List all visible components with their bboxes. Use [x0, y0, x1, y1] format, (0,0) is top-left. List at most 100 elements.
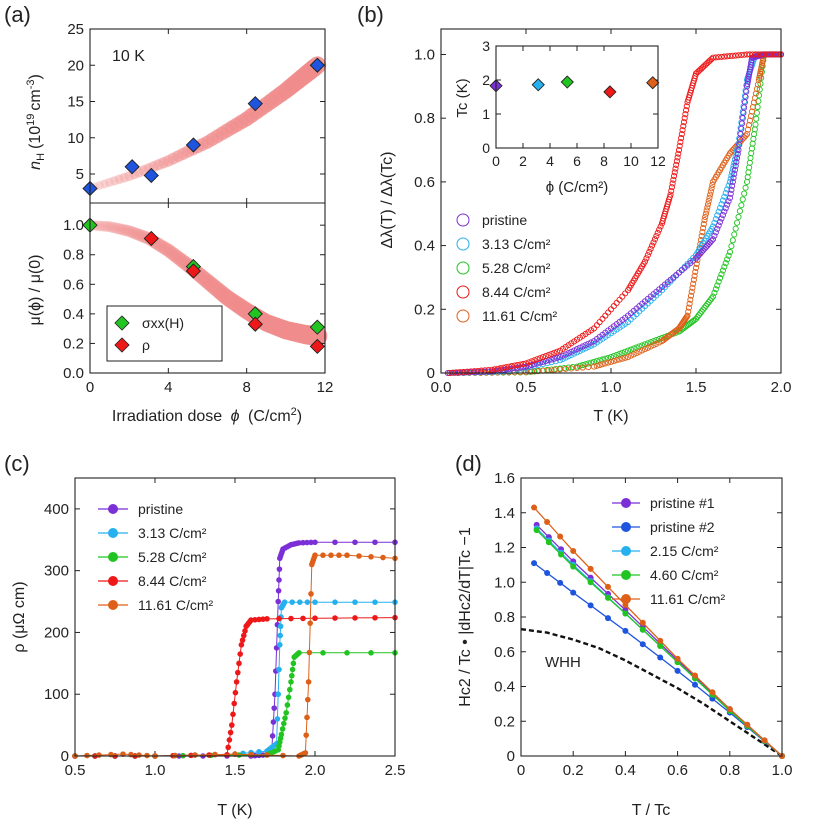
- legend-label: 11.61 C/cm²: [482, 308, 558, 324]
- resistivity-line: [75, 601, 395, 757]
- trend-band: [116, 223, 130, 236]
- penetration-point: [619, 293, 626, 300]
- panel-a-top-chart: 5 10 15 20 25: [67, 21, 327, 203]
- y-tick-label: 400: [44, 501, 69, 518]
- resistivity-point: [284, 702, 291, 708]
- resistivity-point: [276, 566, 283, 572]
- panel-c-ylabel: ρ (μΩ cm): [11, 581, 28, 652]
- resistivity-point: [248, 751, 254, 758]
- penetration-point: [754, 81, 761, 88]
- penetration-point: [709, 54, 717, 61]
- penetration-point: [668, 184, 675, 191]
- trend-band: [95, 179, 109, 190]
- penetration-point: [714, 282, 721, 289]
- resistivity-point: [303, 732, 310, 738]
- trend-band: [171, 250, 188, 267]
- penetration-point: [542, 352, 549, 360]
- penetration-point: [726, 194, 734, 201]
- trend-band: [149, 236, 165, 251]
- trend-band: [148, 159, 164, 173]
- hc2-line: [533, 562, 783, 757]
- penetration-point: [729, 182, 736, 189]
- resistivity-point: [290, 660, 297, 667]
- penetration-point: [741, 190, 748, 197]
- penetration-point: [758, 51, 765, 58]
- penetration-point: [711, 232, 718, 239]
- penetration-point: [678, 135, 685, 142]
- hc2-point: [545, 539, 552, 546]
- xlabel-text: Irradiation dose: [112, 408, 222, 425]
- resistivity-point: [278, 731, 285, 738]
- hc2-point: [587, 565, 594, 572]
- penetration-point: [500, 364, 507, 371]
- panel-d-xlabel: T / Tc: [632, 802, 671, 819]
- resistivity-point: [108, 751, 114, 758]
- y-tick-label: 0: [61, 748, 69, 765]
- penetration-point: [712, 229, 719, 236]
- penetration-point: [708, 185, 715, 192]
- penetration-point: [714, 212, 721, 219]
- penetration-point: [717, 204, 724, 211]
- hc2-point: [587, 602, 594, 609]
- legend-rho: ρ: [142, 337, 150, 353]
- penetration-point: [691, 272, 698, 279]
- x-tick-label: 0: [86, 379, 94, 396]
- inset-background: [496, 46, 658, 148]
- x-tick-label: 8: [242, 379, 250, 396]
- trend-band: [124, 169, 139, 182]
- penetration-point: [471, 368, 478, 375]
- hc2-point: [544, 569, 551, 576]
- panel-a-bottom-ylabel: μ(ϕ) / μ(0): [27, 255, 44, 326]
- whh-curve: [520, 628, 783, 757]
- legend-label: 5.28 C/cm²: [482, 260, 551, 276]
- penetration-point: [511, 362, 518, 369]
- penetration-point: [503, 364, 510, 371]
- penetration-point: [718, 271, 725, 278]
- penetration-point: [673, 161, 680, 168]
- legend-marker: [621, 546, 631, 556]
- penetration-point: [607, 306, 615, 313]
- panel-c-label: (c): [4, 451, 30, 476]
- penetration-point: [568, 365, 575, 372]
- penetration-point: [605, 309, 612, 316]
- penetration-point: [718, 215, 725, 222]
- resistivity-point: [289, 666, 296, 673]
- resistivity-point: [287, 686, 293, 693]
- penetration-point: [717, 274, 724, 282]
- svg-text:nH(1019cm-3): nH (1019 cm-3): [25, 74, 47, 170]
- panel-a-xlabel: Irradiation dose ϕ (C/cm2): [112, 406, 302, 425]
- penetration-point: [588, 359, 595, 366]
- tc-point: [646, 76, 660, 90]
- trend-band: [120, 224, 135, 237]
- penetration-point: [569, 364, 576, 371]
- trend-band: [114, 173, 129, 184]
- penetration-point: [667, 191, 674, 198]
- penetration-point: [766, 51, 773, 58]
- resistivity-point: [276, 666, 282, 673]
- penetration-point: [491, 366, 498, 373]
- penetration-point: [741, 51, 748, 58]
- penetration-point: [736, 208, 743, 215]
- hc2-line: [533, 507, 783, 757]
- y-tick-label: 0.2: [494, 713, 515, 730]
- panel-d-frame: [520, 477, 783, 757]
- resistivity-point: [307, 620, 314, 626]
- penetration-point: [551, 366, 558, 373]
- resistivity-point: [372, 539, 378, 546]
- penetration-point: [746, 51, 753, 58]
- penetration-point: [735, 52, 742, 59]
- resistivity-point: [306, 649, 313, 656]
- penetration-point: [653, 340, 660, 347]
- legend-marker: [108, 552, 118, 562]
- resistivity-point: [252, 616, 258, 623]
- penetration-point: [679, 127, 686, 134]
- panel-b-frame: [440, 28, 782, 374]
- y-tick-label: 0.6: [414, 174, 435, 191]
- hc2-point: [587, 579, 594, 586]
- penetration-point: [721, 53, 728, 60]
- hc2-point: [533, 527, 540, 534]
- resistivity-point: [274, 716, 281, 722]
- penetration-point: [704, 201, 712, 208]
- resistivity-point: [192, 752, 198, 758]
- trend-band: [111, 222, 125, 235]
